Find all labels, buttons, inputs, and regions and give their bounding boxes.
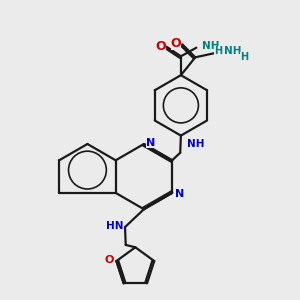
Text: H: H: [240, 52, 248, 61]
Text: O: O: [171, 37, 182, 50]
Text: N: N: [146, 138, 156, 148]
Text: N: N: [175, 189, 184, 199]
Text: O: O: [155, 40, 166, 53]
Text: NH: NH: [187, 139, 204, 149]
Text: H: H: [214, 46, 222, 56]
Text: NH: NH: [202, 41, 219, 51]
Text: O: O: [104, 255, 114, 265]
Text: HN: HN: [106, 221, 123, 231]
Text: NH: NH: [224, 46, 241, 56]
